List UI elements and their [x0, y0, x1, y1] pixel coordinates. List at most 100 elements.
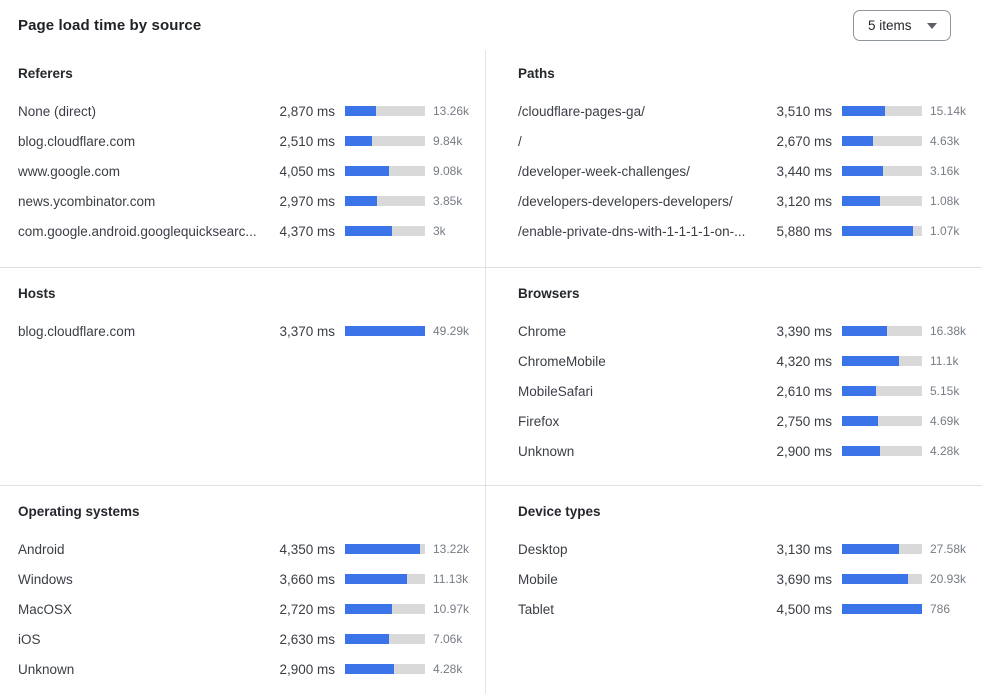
row-bar [842, 446, 922, 456]
metric-row: Desktop 3,130 ms 27.58k [518, 534, 974, 564]
row-load-time: 3,120 ms [776, 193, 832, 209]
metric-row: /enable-private-dns-with-1-1-1-1-on-... 5… [518, 216, 974, 246]
metric-row: MacOSX 2,720 ms 10.97k [18, 594, 477, 624]
row-label: ChromeMobile [518, 353, 606, 369]
row-bar [842, 386, 922, 396]
section-rows: Desktop 3,130 ms 27.58k Mobile 3,690 ms 20.93… [518, 534, 974, 624]
row-load-time: 4,050 ms [279, 163, 335, 179]
row-count: 9.08k [433, 164, 463, 178]
row-count: 3k [433, 224, 446, 238]
row-load-time: 3,390 ms [776, 323, 832, 339]
row-bar-fill [345, 634, 389, 644]
row-load-time: 5,880 ms [776, 223, 832, 239]
row-bar-fill [842, 544, 899, 554]
row-label: blog.cloudflare.com [18, 133, 136, 149]
metric-row: Chrome 3,390 ms 16.38k [518, 316, 974, 346]
row-count: 49.29k [433, 324, 470, 338]
section-title: Browsers [518, 286, 580, 301]
row-count: 16.38k [930, 324, 967, 338]
row-bar [842, 574, 922, 584]
row-count: 20.93k [930, 572, 967, 586]
section-title: Hosts [18, 286, 56, 301]
row-bar [842, 356, 922, 366]
row-bar-fill [842, 446, 881, 456]
row-label: /developer-week-challenges/ [518, 163, 690, 179]
row-count: 3.16k [930, 164, 960, 178]
metric-row: /developer-week-challenges/3,440 ms 3.16k [518, 156, 974, 186]
section-hosts: Hosts blog.cloudflare.com 3,370 ms 49.29k [0, 267, 485, 485]
row-label: www.google.com [18, 163, 121, 179]
row-bar-fill [842, 166, 883, 176]
row-count: 1.07k [930, 224, 960, 238]
row-bar-fill [842, 386, 876, 396]
metric-row: Android 4,350 ms 13.22k [18, 534, 477, 564]
row-bar-fill [345, 326, 425, 336]
items-count-dropdown[interactable]: 5 items [853, 9, 951, 41]
row-bar [842, 136, 922, 146]
row-label: MobileSafari [518, 383, 594, 399]
section-operating-systems: Operating systems Android 4,350 ms 13.22k W… [0, 485, 485, 694]
row-bar-fill [842, 574, 909, 584]
row-load-time: 2,900 ms [776, 443, 832, 459]
row-bar-fill [842, 196, 880, 206]
metric-row: Firefox 2,750 ms 4.69k [518, 406, 974, 436]
row-load-time: 3,370 ms [279, 323, 335, 339]
row-label: blog.cloudflare.com [18, 323, 136, 339]
row-load-time: 4,370 ms [279, 223, 335, 239]
row-count: 7.06k [433, 632, 463, 646]
section-referers: Referers None (direct) 2,870 ms 13.26k blog… [0, 50, 485, 267]
row-bar-fill [345, 544, 421, 554]
row-bar [842, 226, 922, 236]
row-bar-fill [842, 326, 887, 336]
section-rows: None (direct) 2,870 ms 13.26k blog.cloudfla… [18, 96, 477, 246]
row-count: 1.08k [930, 194, 960, 208]
row-bar-fill [345, 106, 377, 116]
row-count: 3.85k [433, 194, 463, 208]
row-label: / [518, 133, 522, 149]
row-load-time: 2,900 ms [279, 661, 335, 677]
row-label: Tablet [518, 601, 555, 617]
row-label: Desktop [518, 541, 568, 557]
row-bar [345, 634, 425, 644]
row-bar-fill [345, 664, 394, 674]
row-bar [842, 326, 922, 336]
row-bar-fill [345, 166, 389, 176]
row-bar-fill [345, 136, 373, 146]
row-bar [842, 544, 922, 554]
row-load-time: 4,500 ms [776, 601, 832, 617]
row-bar-fill [842, 416, 878, 426]
row-count: 4.69k [930, 414, 960, 428]
row-count: 13.22k [433, 542, 470, 556]
sections-grid: Referers None (direct) 2,870 ms 13.26k blog… [0, 50, 982, 694]
metric-row: news.ycombinator.com 2,970 ms 3.85k [18, 186, 477, 216]
row-load-time: 2,670 ms [776, 133, 832, 149]
metric-row: iOS 2,630 ms 7.06k [18, 624, 477, 654]
section-rows: Chrome 3,390 ms 16.38k ChromeMobile 4,320 ms… [518, 316, 974, 466]
row-bar-fill [345, 226, 393, 236]
row-label: Android [18, 541, 65, 557]
section-rows: Android 4,350 ms 13.22k Windows 3,660 ms 11.1… [18, 534, 477, 684]
metric-row: Mobile 3,690 ms 20.93k [518, 564, 974, 594]
row-count: 15.14k [930, 104, 967, 118]
row-load-time: 3,440 ms [776, 163, 832, 179]
row-label: Firefox [518, 413, 560, 429]
row-bar [345, 106, 425, 116]
row-bar-fill [842, 604, 922, 614]
row-bar [842, 166, 922, 176]
metric-row: com.google.android.googlequicksearc... 4,… [18, 216, 477, 246]
row-bar [345, 166, 425, 176]
row-count: 13.26k [433, 104, 470, 118]
row-count: 11.13k [433, 572, 469, 586]
row-count: 11.1k [930, 354, 959, 368]
row-load-time: 2,510 ms [279, 133, 335, 149]
chevron-down-icon [927, 22, 937, 29]
metric-row: Tablet 4,500 ms 786 [518, 594, 974, 624]
row-label: None (direct) [18, 103, 97, 119]
row-load-time: 3,130 ms [776, 541, 832, 557]
row-label: /cloudflare-pages-ga/ [518, 103, 645, 119]
metric-row: ChromeMobile 4,320 ms 11.1k [518, 346, 974, 376]
row-count: 5.15k [930, 384, 960, 398]
row-load-time: 2,720 ms [279, 601, 335, 617]
row-load-time: 3,690 ms [776, 571, 832, 587]
